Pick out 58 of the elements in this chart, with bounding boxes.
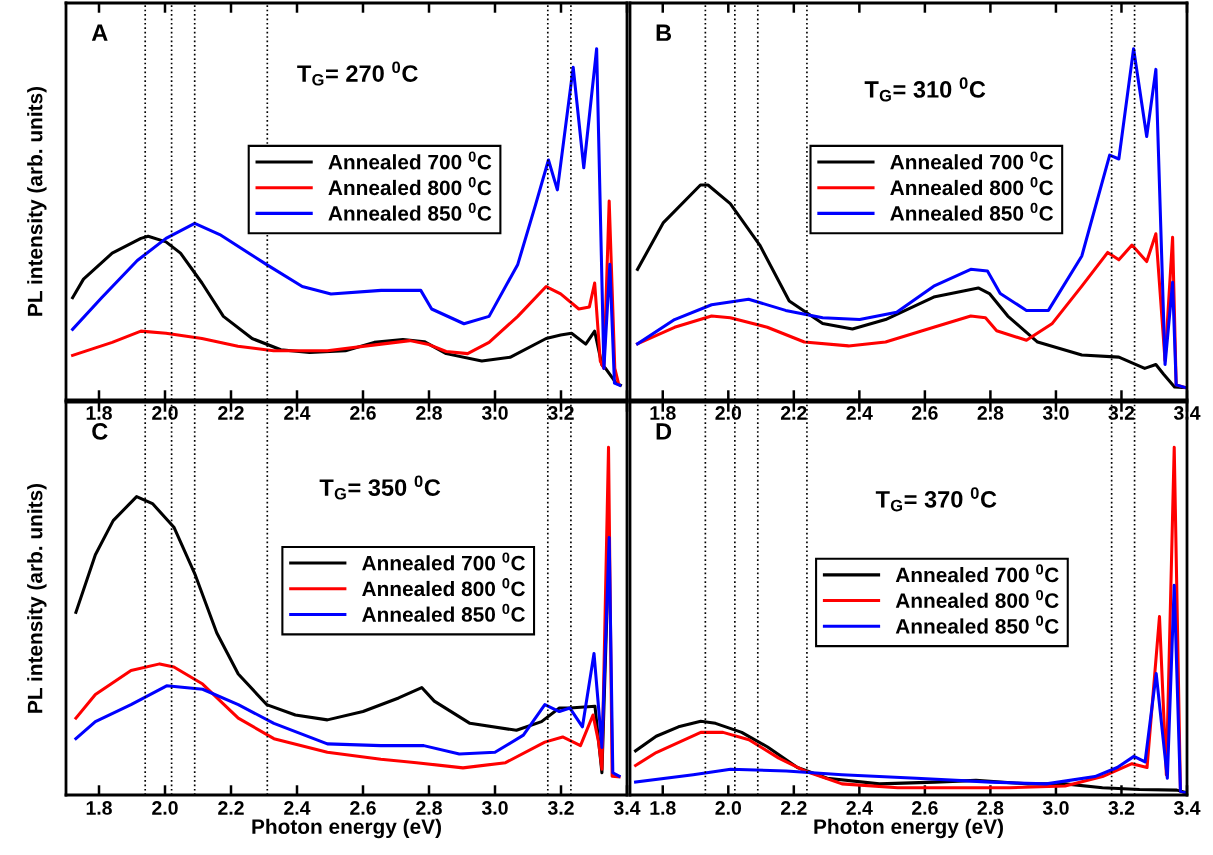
x-tick-label: 2.4	[846, 406, 873, 420]
x-tick-label: 2.0	[152, 801, 178, 815]
x-tick-label: 2.2	[780, 406, 807, 420]
legend-label: Annealed 700 $^{0}$C	[328, 151, 492, 170]
text: B	[656, 24, 672, 41]
x-axis-title: Photon energy (eV)	[252, 818, 441, 839]
x-tick-label: 2.0	[715, 406, 742, 420]
x-tick-label: 2.8	[977, 801, 1004, 815]
y-axis-title: PL intensity (arb. units)	[27, 86, 47, 316]
x-tick-label: 3.2	[1108, 406, 1135, 420]
legend-label: Annealed 850 $^{0}$C	[895, 615, 1059, 634]
x-tick-label: 3.0	[1042, 801, 1069, 815]
x-tick-label: 3.2	[1108, 801, 1135, 815]
x-tick-label: 3.0	[481, 406, 508, 420]
x-tick-label: 3.4	[613, 801, 641, 815]
text: D	[656, 423, 672, 440]
x-tick-label: 2.6	[912, 801, 938, 815]
x-axis-title: Photon energy (eV)	[814, 818, 1003, 839]
x-tick-label: 3.0	[1042, 406, 1069, 420]
x-tick-label: 1.8	[86, 801, 112, 815]
x-tick-label: 3.2	[547, 406, 574, 420]
x-tick-label: 3.2	[547, 801, 574, 815]
text: T$_{G}$= 370 $^{0}$C	[875, 487, 997, 512]
x-tick-label: 2.4	[284, 801, 311, 815]
legend-label: Annealed 700 $^{0}$C	[362, 552, 525, 571]
text: T$_{G}$= 350 $^{0}$C	[319, 475, 441, 500]
x-tick-label: 2.4	[846, 801, 873, 815]
x-tick-label: 2.8	[416, 801, 442, 815]
x-tick-label: 1.8	[86, 406, 112, 420]
x-tick-label: 2.8	[416, 406, 442, 420]
legend-label: Annealed 700 $^{0}$C	[890, 151, 1054, 170]
legend-label: Annealed 800 $^{0}$C	[362, 578, 525, 597]
y-axis-title: PL intensity (arb. units)	[27, 483, 47, 713]
x-tick-label: 2.2	[218, 801, 244, 815]
legend-label: Annealed 700 $^{0}$C	[895, 564, 1059, 583]
x-tick-label: 2.2	[780, 801, 807, 815]
x-tick-label: 3.4	[1173, 801, 1201, 815]
legend-label: Annealed 800 $^{0}$C	[895, 589, 1059, 608]
x-tick-label: 2.0	[152, 406, 178, 420]
text: A	[91, 24, 108, 41]
legend-label: Annealed 850 $^{0}$C	[362, 603, 525, 622]
x-tick-label: 2.6	[912, 406, 938, 420]
x-tick-label: 2.2	[218, 406, 244, 420]
x-tick-label: 1.8	[650, 801, 676, 815]
x-tick-label: 1.8	[650, 406, 676, 420]
x-tick-label: 2.0	[715, 801, 742, 815]
x-tick-label: 2.6	[350, 406, 376, 420]
legend-label: Annealed 800 $^{0}$C	[890, 177, 1054, 196]
legend-label: Annealed 850 $^{0}$C	[328, 202, 492, 221]
legend-label: Annealed 800 $^{0}$C	[328, 177, 492, 196]
x-tick-label: 3.0	[481, 801, 508, 815]
legend-label: Annealed 850 $^{0}$C	[890, 202, 1054, 221]
text: T$_{G}$= 270 $^{0}$C	[297, 61, 418, 86]
x-tick-label: 2.8	[977, 406, 1004, 420]
text: T$_{G}$= 310 $^{0}$C	[864, 77, 986, 102]
text: C	[92, 423, 108, 440]
x-tick-label: 2.4	[284, 406, 311, 420]
x-tick-label: 2.6	[350, 801, 376, 815]
